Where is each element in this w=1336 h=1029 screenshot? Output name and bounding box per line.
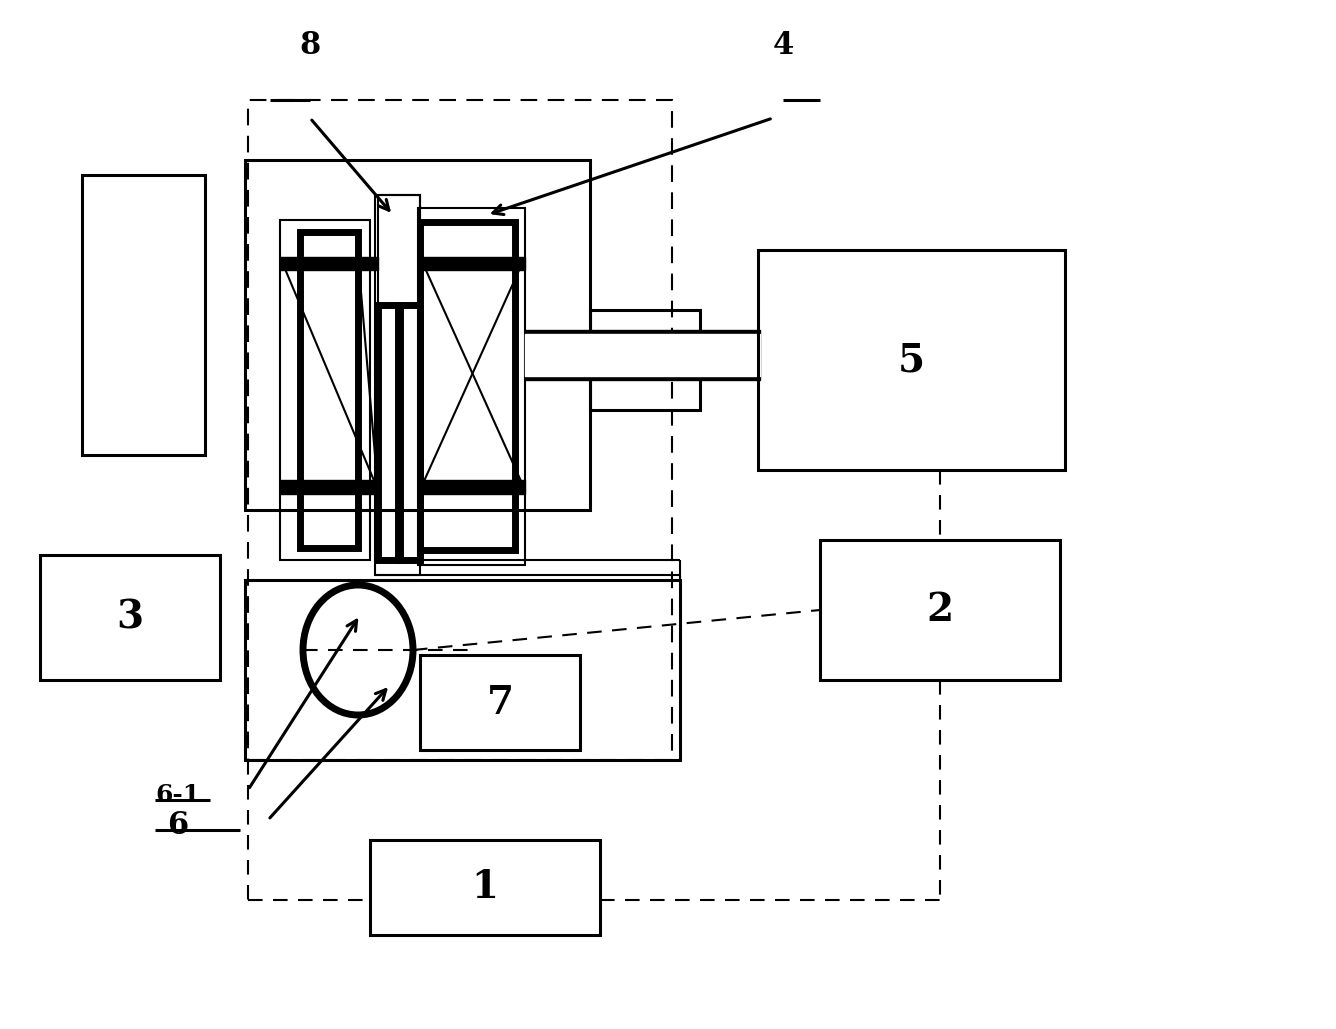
- Text: 6-1: 6-1: [155, 783, 200, 807]
- Bar: [281, 220, 370, 560]
- Bar: [420, 222, 514, 549]
- Bar: [370, 840, 600, 935]
- Bar: [399, 305, 420, 560]
- Bar: [40, 555, 220, 680]
- Bar: [591, 310, 700, 410]
- Text: 6: 6: [167, 810, 188, 841]
- Text: 8: 8: [299, 30, 321, 61]
- Bar: [301, 232, 358, 548]
- Bar: [378, 196, 420, 305]
- Text: 7: 7: [486, 683, 513, 721]
- Bar: [758, 250, 1065, 470]
- Text: 1: 1: [472, 868, 498, 907]
- Bar: [420, 655, 580, 750]
- Text: 3: 3: [116, 599, 143, 637]
- Text: 2: 2: [926, 591, 954, 629]
- Text: 5: 5: [898, 341, 925, 379]
- Bar: [248, 100, 672, 760]
- Bar: [375, 196, 420, 575]
- Bar: [81, 175, 204, 455]
- Bar: [418, 208, 525, 565]
- Text: 4: 4: [772, 30, 794, 61]
- Bar: [244, 159, 591, 510]
- Bar: [244, 580, 680, 760]
- Bar: [378, 305, 398, 560]
- Bar: [820, 540, 1059, 680]
